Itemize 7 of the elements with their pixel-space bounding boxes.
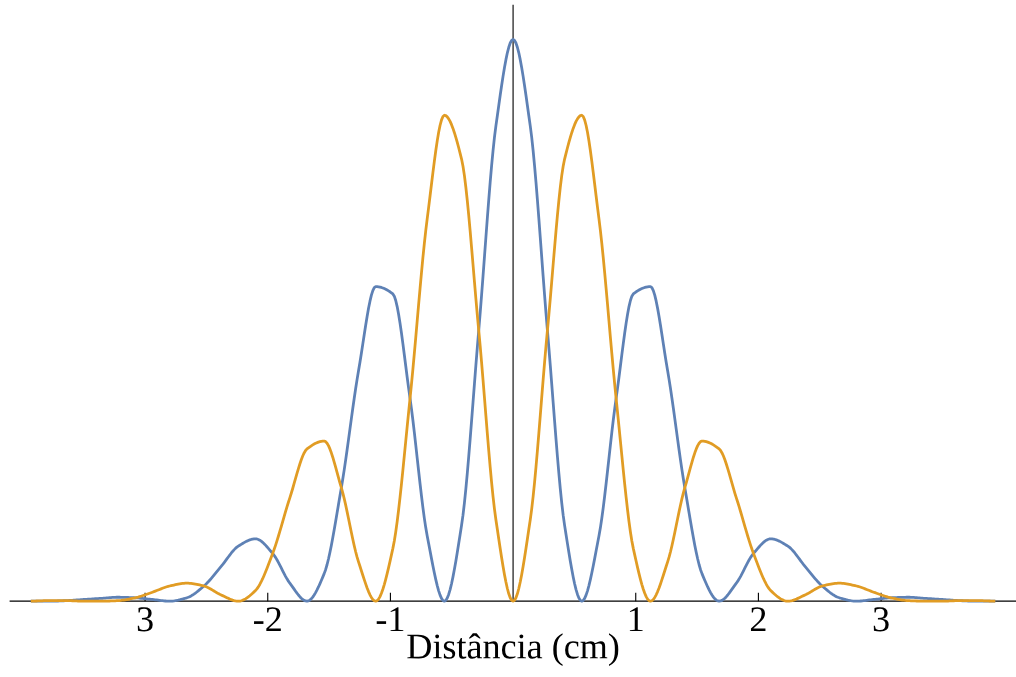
- x-tick-label: 2: [750, 607, 766, 632]
- x-tick-label: 1: [629, 607, 643, 632]
- x-tick-label: -2: [254, 607, 281, 632]
- x-tick-label: -1: [376, 607, 404, 632]
- x-tick-label: 3: [137, 607, 153, 632]
- x-tick-label: 3: [873, 607, 889, 632]
- x-axis-title: Distância (cm): [407, 633, 619, 667]
